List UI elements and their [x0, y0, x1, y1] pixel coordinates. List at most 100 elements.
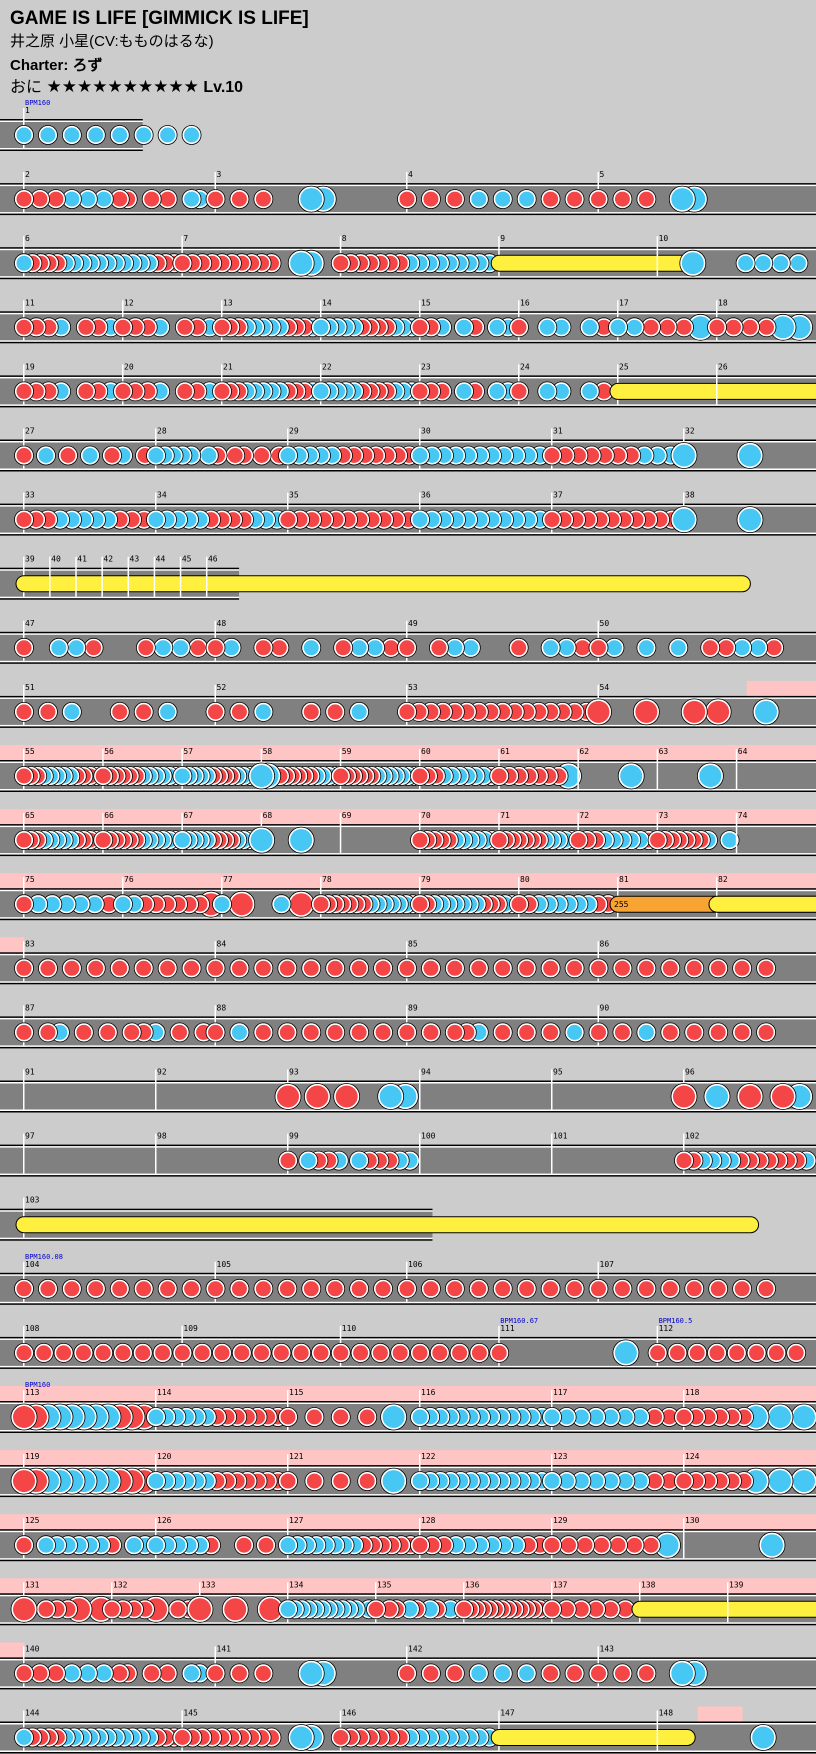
don-note-icon — [661, 1473, 677, 1489]
don-note-icon — [567, 1281, 583, 1297]
don-note-icon — [327, 960, 343, 976]
bar-line — [179, 556, 182, 597]
don-note-icon — [676, 1409, 692, 1425]
measure-number: 18 — [718, 298, 728, 307]
don-note-icon — [280, 1153, 296, 1169]
ka-note-icon — [16, 1730, 32, 1745]
measure-number: 97 — [25, 1132, 35, 1141]
measure-number: 52 — [217, 683, 227, 692]
don-note-icon — [567, 960, 583, 976]
don-note-icon — [591, 960, 606, 976]
measure-number: 88 — [217, 1003, 227, 1012]
don-note-icon — [277, 1085, 299, 1108]
don-note-icon — [729, 1345, 745, 1361]
don-note-icon — [136, 1281, 152, 1297]
chart-row: 103 — [0, 1196, 760, 1241]
lane-edge — [0, 1657, 816, 1659]
don-note-icon — [174, 1345, 190, 1361]
don-note-icon — [511, 640, 527, 656]
don-note-icon — [661, 1409, 677, 1425]
measure-number: 119 — [25, 1452, 40, 1461]
measure-number: 143 — [600, 1644, 615, 1653]
don-note-icon — [707, 700, 730, 723]
lane-edge — [0, 1016, 816, 1018]
don-note-icon — [95, 832, 111, 848]
lane-edge — [0, 439, 816, 441]
bar-line — [656, 1710, 659, 1751]
bar-line — [339, 813, 342, 854]
don-note-icon — [190, 640, 206, 656]
ka-note-icon — [351, 640, 367, 656]
measure-number: 27 — [25, 427, 35, 436]
measure-number: 25 — [619, 362, 629, 371]
ka-note-icon — [160, 704, 176, 720]
bar-line — [419, 1069, 421, 1110]
don-note-icon — [772, 1085, 794, 1108]
chart-row: 140 141 142 143 — [0, 1642, 816, 1690]
ka-note-icon — [280, 1601, 296, 1617]
ka-note-icon — [300, 1153, 316, 1169]
lane-edge — [0, 1367, 816, 1369]
ka-note-icon — [173, 640, 189, 656]
measure-number: 79 — [421, 875, 431, 884]
ka-note-icon — [402, 1601, 418, 1617]
don-note-icon — [584, 448, 600, 463]
don-note-icon — [519, 1281, 535, 1297]
don-note-icon — [124, 1024, 140, 1040]
level-label: Lv.10 — [203, 79, 244, 96]
ka-note-icon — [64, 127, 80, 143]
don-note-icon — [112, 1665, 128, 1681]
don-note-icon — [280, 1473, 296, 1489]
measure-number: 43 — [130, 555, 140, 564]
don-note-icon — [647, 1473, 663, 1489]
bar-line — [683, 1518, 685, 1559]
ka-note-icon — [58, 896, 74, 912]
don-note-icon — [399, 1281, 415, 1297]
don-note-icon — [758, 1024, 774, 1040]
measure-number: 71 — [500, 811, 510, 820]
ka-note-icon — [38, 448, 54, 463]
don-note-icon — [135, 1345, 151, 1361]
drumroll-note — [15, 1216, 760, 1234]
don-note-icon — [662, 1281, 678, 1297]
don-note-icon — [734, 1281, 750, 1297]
don-note-icon — [577, 1537, 593, 1553]
measure-number: 75 — [25, 875, 35, 884]
lane-edge — [0, 760, 816, 762]
ka-note-icon — [559, 640, 575, 656]
ka-note-icon — [769, 1406, 791, 1428]
measure-number: 98 — [157, 1132, 167, 1141]
don-note-icon — [280, 1409, 296, 1425]
chart-row: 11 12 13 14 15 16 17 18 — [0, 298, 816, 344]
don-note-icon — [399, 1665, 415, 1681]
ka-note-icon — [155, 640, 171, 656]
don-note-icon — [255, 1024, 271, 1040]
don-note-icon — [423, 1281, 439, 1297]
don-note-icon — [702, 640, 718, 656]
drumroll-note — [708, 895, 816, 913]
gogo-section — [0, 937, 25, 956]
don-note-icon — [112, 704, 128, 720]
ka-note-icon — [87, 896, 103, 912]
measure-number: 87 — [25, 1003, 35, 1012]
don-note-icon — [557, 448, 573, 463]
lane-edge — [0, 824, 816, 826]
chart-row: 131 132 133 134 135 136 137 138 139 — [0, 1578, 816, 1626]
ka-note-icon — [559, 1473, 575, 1489]
measure-number: 145 — [183, 1709, 198, 1718]
don-note-icon — [313, 896, 329, 912]
don-note-icon — [313, 1345, 329, 1361]
lane-edge — [0, 1593, 816, 1595]
ka-note-icon — [250, 829, 273, 852]
measure-number: 69 — [342, 811, 352, 820]
ka-note-icon — [543, 640, 559, 656]
ka-note-icon — [539, 383, 555, 399]
measure-number: 144 — [25, 1709, 40, 1718]
don-note-icon — [333, 1345, 349, 1361]
ka-note-icon — [112, 127, 128, 143]
don-note-icon — [511, 383, 527, 399]
ka-note-icon — [174, 832, 190, 848]
measure-number: 104 — [25, 1260, 40, 1269]
measure-number: 108 — [25, 1324, 40, 1333]
measure-number: 29 — [289, 427, 299, 436]
